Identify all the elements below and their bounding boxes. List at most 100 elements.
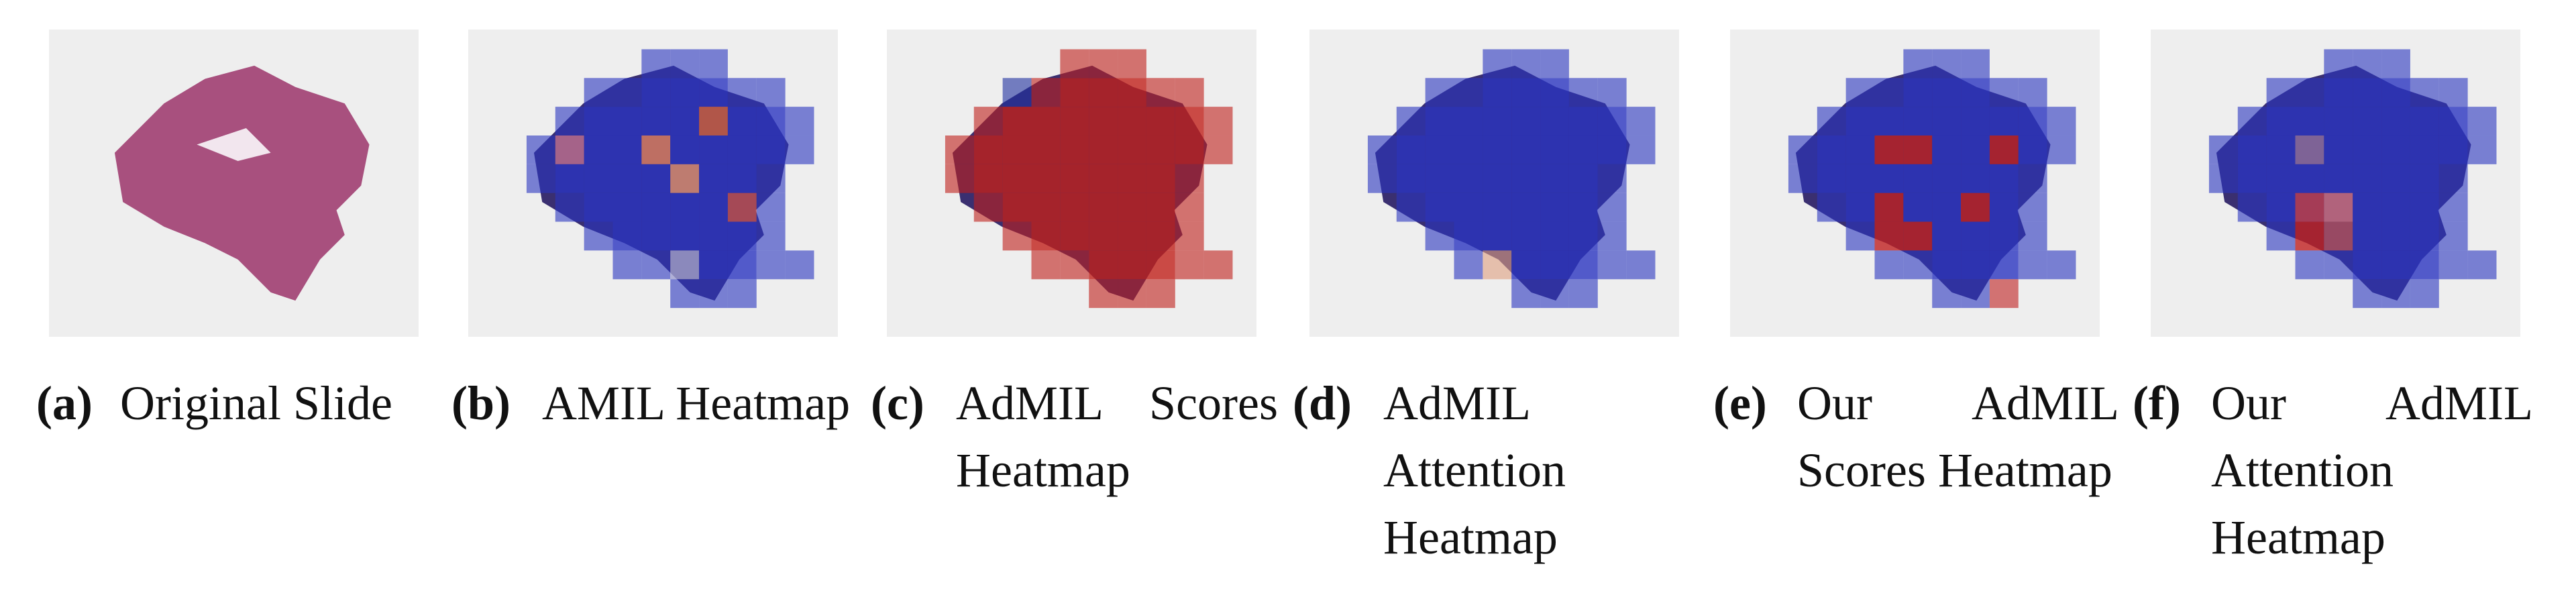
heat-cell	[1540, 135, 1569, 164]
panel-image	[1730, 30, 2100, 337]
heat-cell	[1540, 107, 1569, 136]
heat-cell	[584, 107, 613, 136]
heat-cell	[727, 164, 757, 193]
heat-cell	[2410, 107, 2439, 136]
heat-cell	[1932, 250, 1962, 280]
heat-cell	[1454, 221, 1483, 251]
heat-cell	[2381, 78, 2410, 107]
heat-cell	[785, 250, 814, 280]
heat-cell	[2353, 135, 2382, 164]
heat-cell	[1483, 49, 1512, 78]
heat-cell	[1118, 250, 1146, 280]
heat-cell	[1483, 107, 1512, 136]
heat-cell	[1089, 78, 1118, 107]
heat-cell	[2324, 221, 2353, 251]
heat-cell	[756, 107, 786, 136]
heat-cell	[1060, 107, 1089, 136]
heat-cell	[1396, 107, 1426, 136]
heat-cell	[1483, 135, 1512, 164]
heat-cell	[727, 78, 757, 107]
heat-cell	[1118, 135, 1146, 164]
heat-cell	[641, 135, 671, 164]
heat-cell	[670, 135, 700, 164]
heat-cell	[1597, 221, 1627, 251]
heat-cell	[641, 164, 671, 193]
heat-cell	[1874, 107, 1904, 136]
heat-cell	[2018, 250, 2047, 280]
heat-cell	[2237, 135, 2267, 164]
heat-cell	[670, 250, 700, 280]
heat-cell	[2324, 78, 2353, 107]
heat-cell	[2381, 193, 2410, 222]
heat-cell	[1511, 49, 1541, 78]
heat-cell	[2438, 107, 2468, 136]
heat-cell	[1118, 193, 1146, 222]
heat-cell	[1961, 279, 1990, 309]
heat-cell	[2295, 193, 2324, 222]
heat-cell	[1989, 250, 2019, 280]
heat-cell	[699, 221, 728, 251]
heat-cell	[727, 135, 757, 164]
heat-cell	[1932, 279, 1962, 309]
heat-cell	[785, 135, 814, 164]
heat-cell	[1118, 221, 1146, 251]
heat-cell	[727, 279, 757, 309]
heat-cell	[2410, 250, 2439, 280]
heat-cell	[1845, 193, 1875, 222]
heat-cell	[1788, 164, 1817, 193]
heat-cell	[612, 250, 642, 280]
heat-cell	[1175, 221, 1204, 251]
heat-cell	[2295, 164, 2324, 193]
heat-cell	[555, 164, 584, 193]
heat-cell	[1031, 107, 1061, 136]
heat-cell	[2467, 135, 2497, 164]
heat-cell	[2324, 135, 2353, 164]
heat-cell	[756, 78, 786, 107]
heat-cell	[973, 164, 1003, 193]
panel-caption: Our AdMIL Attention Heatmap	[2211, 376, 2533, 564]
heat-cell	[1118, 279, 1146, 309]
heat-cell	[2018, 221, 2047, 251]
heat-cell	[1511, 107, 1541, 136]
heat-cell	[1903, 135, 1933, 164]
heat-cell	[1817, 107, 1846, 136]
heat-cell	[2324, 164, 2353, 193]
heat-cell	[641, 49, 671, 78]
heat-cell	[2381, 164, 2410, 193]
heat-cell	[973, 107, 1003, 136]
heat-cell	[1817, 193, 1846, 222]
heat-cell	[2266, 193, 2296, 222]
heat-cell	[1396, 135, 1426, 164]
heat-cell	[1118, 164, 1146, 193]
heat-cell	[2237, 164, 2267, 193]
heat-cell	[2266, 164, 2296, 193]
heat-cell	[1454, 250, 1483, 280]
heat-cell	[2410, 164, 2439, 193]
panel-caption: AdMIL Scores Heatmap	[956, 376, 1278, 497]
heat-cell	[1060, 250, 1089, 280]
heat-cell	[1989, 135, 2019, 164]
heat-cell	[1817, 164, 1846, 193]
heat-cell	[2018, 193, 2047, 222]
heat-cell	[1903, 78, 1933, 107]
panel-label: (a)	[36, 376, 93, 430]
heat-cell	[612, 164, 642, 193]
heat-cell	[1089, 250, 1118, 280]
heat-cell	[1568, 78, 1598, 107]
heat-cell	[1031, 78, 1061, 107]
heat-cell	[1903, 193, 1933, 222]
heat-cell	[1089, 49, 1118, 78]
heat-cell	[2353, 164, 2382, 193]
heat-cell	[756, 135, 786, 164]
heat-cell	[1511, 135, 1541, 164]
heat-cell	[1060, 135, 1089, 164]
heat-cell	[2018, 135, 2047, 164]
heat-cell	[1002, 135, 1032, 164]
heat-cell	[670, 49, 700, 78]
heat-cell	[2324, 107, 2353, 136]
heat-cell	[641, 107, 671, 136]
heat-cell	[699, 250, 728, 280]
heat-cell	[2410, 78, 2439, 107]
heat-cell	[1989, 107, 2019, 136]
heat-cell	[2410, 279, 2439, 309]
